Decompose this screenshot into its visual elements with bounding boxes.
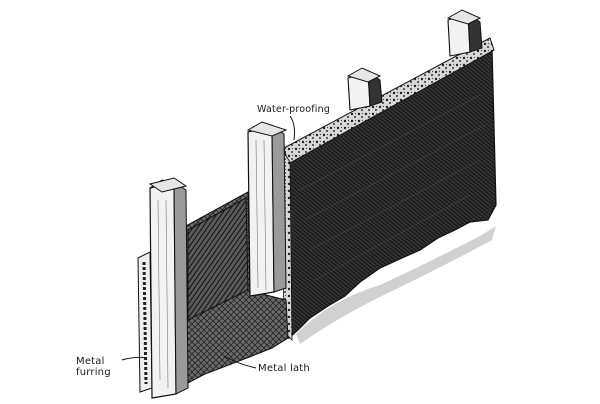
metal-furring-strip [137, 251, 153, 393]
leader-metal-furring [121, 356, 147, 361]
leader-waterproofing [289, 115, 295, 141]
ground-shadow [296, 226, 496, 344]
label-metal-furring-line1: Metal [76, 356, 105, 367]
leader-lines [121, 115, 295, 369]
stud-post-3 [346, 67, 383, 111]
stud-post-2 [246, 121, 288, 297]
main-wall-panel [281, 37, 497, 341]
label-metal-furring-line2: furring [76, 367, 111, 378]
metal-lath-panel [185, 191, 289, 385]
label-metal-furring: Metal furring [76, 356, 136, 378]
stud-post-1 [148, 177, 189, 399]
label-waterproofing: Water-proofing [257, 104, 331, 115]
label-metal-lath: Metal lath [258, 363, 310, 374]
stud-post-4 [446, 9, 483, 57]
leader-metal-lath [223, 355, 257, 369]
